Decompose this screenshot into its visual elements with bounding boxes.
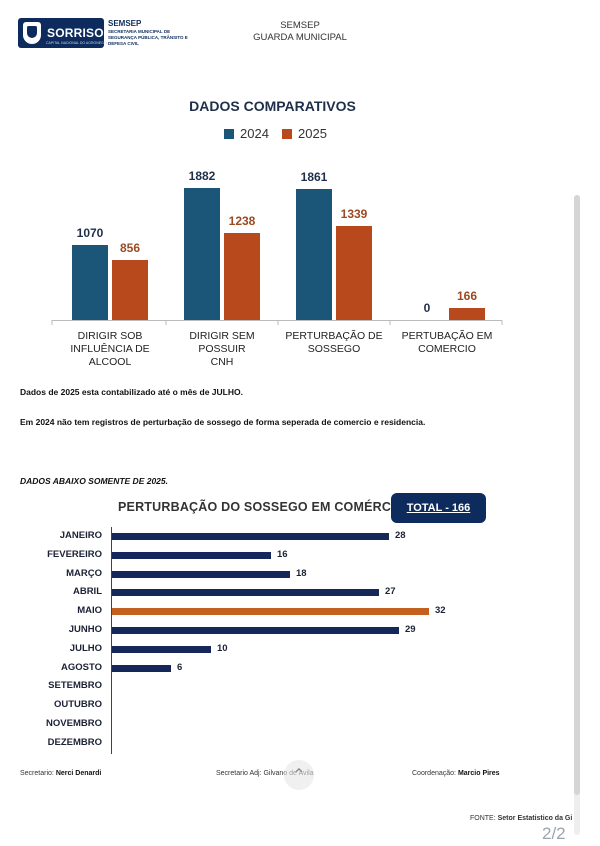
month-label-0: JANEIRO (59, 530, 102, 541)
legend-label-2024: 2024 (240, 126, 269, 141)
org-subtitle: SECRETARIA MUNICIPAL DE SEGURANÇA PÚBLIC… (108, 29, 188, 46)
month-value-1: 16 (277, 548, 288, 560)
bar-2025-1 (224, 233, 260, 320)
bar-2024-2 (296, 189, 332, 320)
month-bar-0 (112, 533, 389, 540)
page-number: 2/2 (542, 824, 566, 843)
scroll-up-button[interactable]: ⌃ (284, 760, 314, 790)
legend-swatch-2024 (224, 128, 234, 139)
coord-name: Marcio Pires (457, 770, 500, 777)
secretario-label: Secretario: (20, 770, 54, 777)
category-label-line: SOSSEGO (307, 343, 361, 355)
category-label-line: COMERCIO (418, 343, 476, 355)
bar-label-2024-0: 1070 (77, 226, 104, 240)
month-value-2: 18 (296, 567, 307, 579)
monthly-chart-title: PERTURBAÇÃO DO SOSSEGO EM COMÉRCIO (118, 500, 405, 514)
note-2025-july: Dados de 2025 esta contabilizado até o m… (20, 387, 243, 397)
note-2024-records: Em 2024 não tem registros de perturbação… (20, 417, 426, 427)
month-bar-3 (112, 589, 379, 597)
adj-label: Secretario Adj: (216, 770, 262, 777)
month-label-9: OUTUBRO (53, 699, 102, 711)
bar-label-2024-2: 1861 (301, 170, 328, 184)
bar-label-2025-1: 1238 (229, 214, 256, 228)
legend-swatch-2025 (282, 128, 292, 139)
month-value-4: 32 (435, 605, 446, 617)
month-bar-1 (112, 551, 271, 559)
legend-2024: 2024 (224, 126, 269, 141)
bar-label-2024-3: 0 (424, 301, 431, 315)
bar-2025-2 (336, 226, 372, 320)
month-label-6: JULHO (69, 642, 102, 654)
footer-fonte: FONTE: Setor Estatistico da Gi (470, 815, 572, 822)
category-label-line: ALCOOL (88, 356, 132, 368)
category-label-line: PERTURBAÇÃO DE (285, 330, 383, 342)
header-center-line1: SEMSEP (280, 20, 320, 31)
comparative-chart-title: DADOS COMPARATIVOS (189, 98, 356, 114)
bar-label-2025-0: 856 (120, 241, 140, 255)
category-label-1: DIRIGIR SEM POSSUIR CNH (167, 330, 277, 369)
month-value-7: 6 (177, 661, 183, 673)
legend-2025: 2025 (282, 126, 327, 141)
footer-secretario: Secretario: Nerci Denardi (20, 770, 101, 777)
category-label-2: PERTURBAÇÃO DE SOSSEGO (279, 330, 389, 356)
fonte-label: FONTE: (470, 815, 496, 822)
sorriso-logo: SORRISO CAPITAL NACIONAL DO AGRONEGÓCIO (18, 18, 113, 48)
category-label-3: PERTUBAÇÃO EM COMERCIO (392, 330, 502, 356)
month-value-5: 29 (405, 624, 416, 635)
city-seal-icon (23, 22, 41, 44)
bar-label-2025-3: 166 (457, 289, 477, 303)
monthly-axis (111, 527, 112, 754)
month-bar-6 (112, 645, 211, 653)
secretario-name: Nerci Denardi (55, 770, 102, 777)
fonte-value: Setor Estatistico da Gi (497, 815, 573, 822)
scrollbar-thumb[interactable] (574, 195, 580, 795)
chevron-up-icon: ⌃ (292, 767, 306, 784)
month-bar-5 (112, 627, 399, 634)
month-value-6: 10 (217, 642, 228, 654)
month-bar-7 (112, 664, 171, 672)
category-label-line: PERTUBAÇÃO EM (401, 330, 493, 342)
bar-2025-3 (449, 308, 485, 320)
bar-2024-0 (72, 245, 108, 320)
category-label-line: DIRIGIR SOB (77, 330, 143, 342)
org-title: SEMSEP (108, 19, 142, 28)
note-2025-only: DADOS ABAIXO SOMENTE DE 2025. (20, 476, 168, 486)
month-label-7: AGOSTO (61, 661, 102, 673)
month-label-3: ABRIL (72, 586, 102, 598)
header-center: SEMSEP GUARDA MUNICIPAL (230, 20, 370, 44)
month-bar-2 (112, 570, 290, 578)
month-value-3: 27 (385, 586, 396, 598)
bar-2024-1 (184, 188, 220, 320)
category-label-line: DIRIGIR SEM POSSUIR (189, 330, 255, 355)
total-label: TOTAL - 166 (406, 502, 471, 514)
footer-coordenacao: Coordenação: Marcio Pires (412, 770, 500, 777)
bar-2025-0 (112, 260, 148, 320)
header-center-line2: GUARDA MUNICIPAL (253, 32, 347, 43)
month-value-0: 28 (395, 530, 406, 541)
coord-label: Coordenação: (412, 770, 456, 777)
month-label-11: DEZEMBRO (47, 736, 102, 748)
month-label-2: MARÇO (66, 567, 102, 579)
bar-label-2025-2: 1339 (341, 207, 368, 221)
month-bar-4 (112, 608, 429, 616)
total-badge: TOTAL - 166 (391, 493, 486, 523)
month-label-1: FEVEREIRO (47, 548, 102, 560)
logo-text: SORRISO (47, 26, 104, 40)
legend-label-2025: 2025 (298, 126, 327, 141)
bar-label-2024-1: 1882 (189, 169, 216, 183)
month-label-4: MAIO (77, 605, 102, 617)
category-label-line: CNH (210, 356, 234, 368)
category-label-line: INFLUÊNCIA DE (70, 343, 150, 355)
month-label-10: NOVEMBRO (46, 718, 102, 729)
category-label-0: DIRIGIR SOB INFLUÊNCIA DE ALCOOL (55, 330, 165, 369)
comparative-bar-chart: 1070 1882 1861 0 856 1238 1339 166 (51, 169, 503, 325)
month-label-8: SETEMBRO (48, 680, 102, 692)
month-label-5: JUNHO (68, 624, 102, 635)
logo-subtitle: CAPITAL NACIONAL DO AGRONEGÓCIO (46, 41, 113, 45)
